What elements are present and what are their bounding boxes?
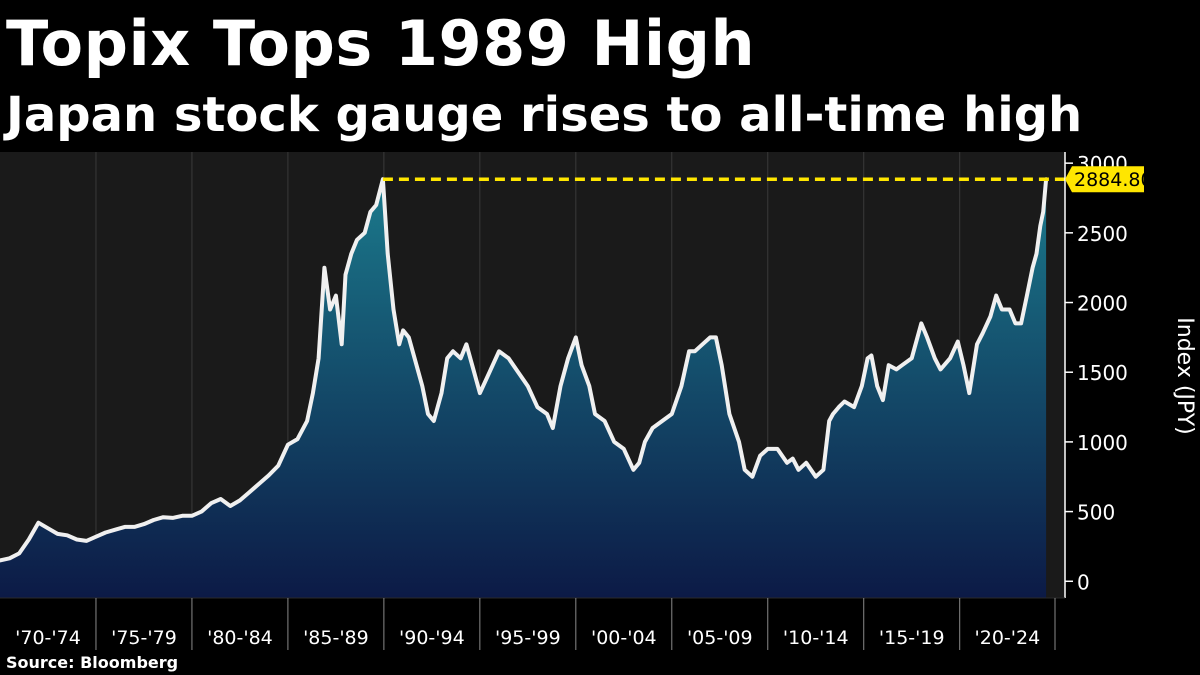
y-tick-label: 500 <box>1077 501 1115 525</box>
x-tick-label: '95-'99 <box>495 627 561 649</box>
x-tick-label: '20-'24 <box>975 627 1041 649</box>
y-axis-label: Index (JPY) <box>1172 317 1197 434</box>
last-value-tag-bg <box>1065 166 1144 193</box>
last-value-label: 2884.80 <box>1074 169 1153 191</box>
y-tick-label: 1000 <box>1077 431 1128 455</box>
x-tick-label: '70-'74 <box>15 627 81 649</box>
x-tick-label: '75-'79 <box>111 627 177 649</box>
y-tick-label: 2500 <box>1077 222 1128 246</box>
y-tick-label: 1500 <box>1077 361 1128 385</box>
x-tick-label: '85-'89 <box>303 627 369 649</box>
x-tick-label: '15-'19 <box>879 627 945 649</box>
x-tick-label: '00-'04 <box>591 627 657 649</box>
x-tick-label: '90-'94 <box>399 627 465 649</box>
topix-line <box>0 177 1049 563</box>
y-tick-label: 2000 <box>1077 292 1128 316</box>
y-tick-label: 0 <box>1077 570 1090 594</box>
last-value-tag: 2884.80 <box>1065 166 1153 193</box>
chart-subtitle: Japan stock gauge rises to all-time high <box>6 87 1083 143</box>
topix-area <box>0 179 1047 598</box>
x-tick-label: '05-'09 <box>687 627 753 649</box>
chart-title: Topix Tops 1989 High <box>6 7 756 80</box>
x-tick-label: '80-'84 <box>207 627 273 649</box>
source-note: Source: Bloomberg <box>6 653 179 672</box>
x-tick-label: '10-'14 <box>783 627 849 649</box>
